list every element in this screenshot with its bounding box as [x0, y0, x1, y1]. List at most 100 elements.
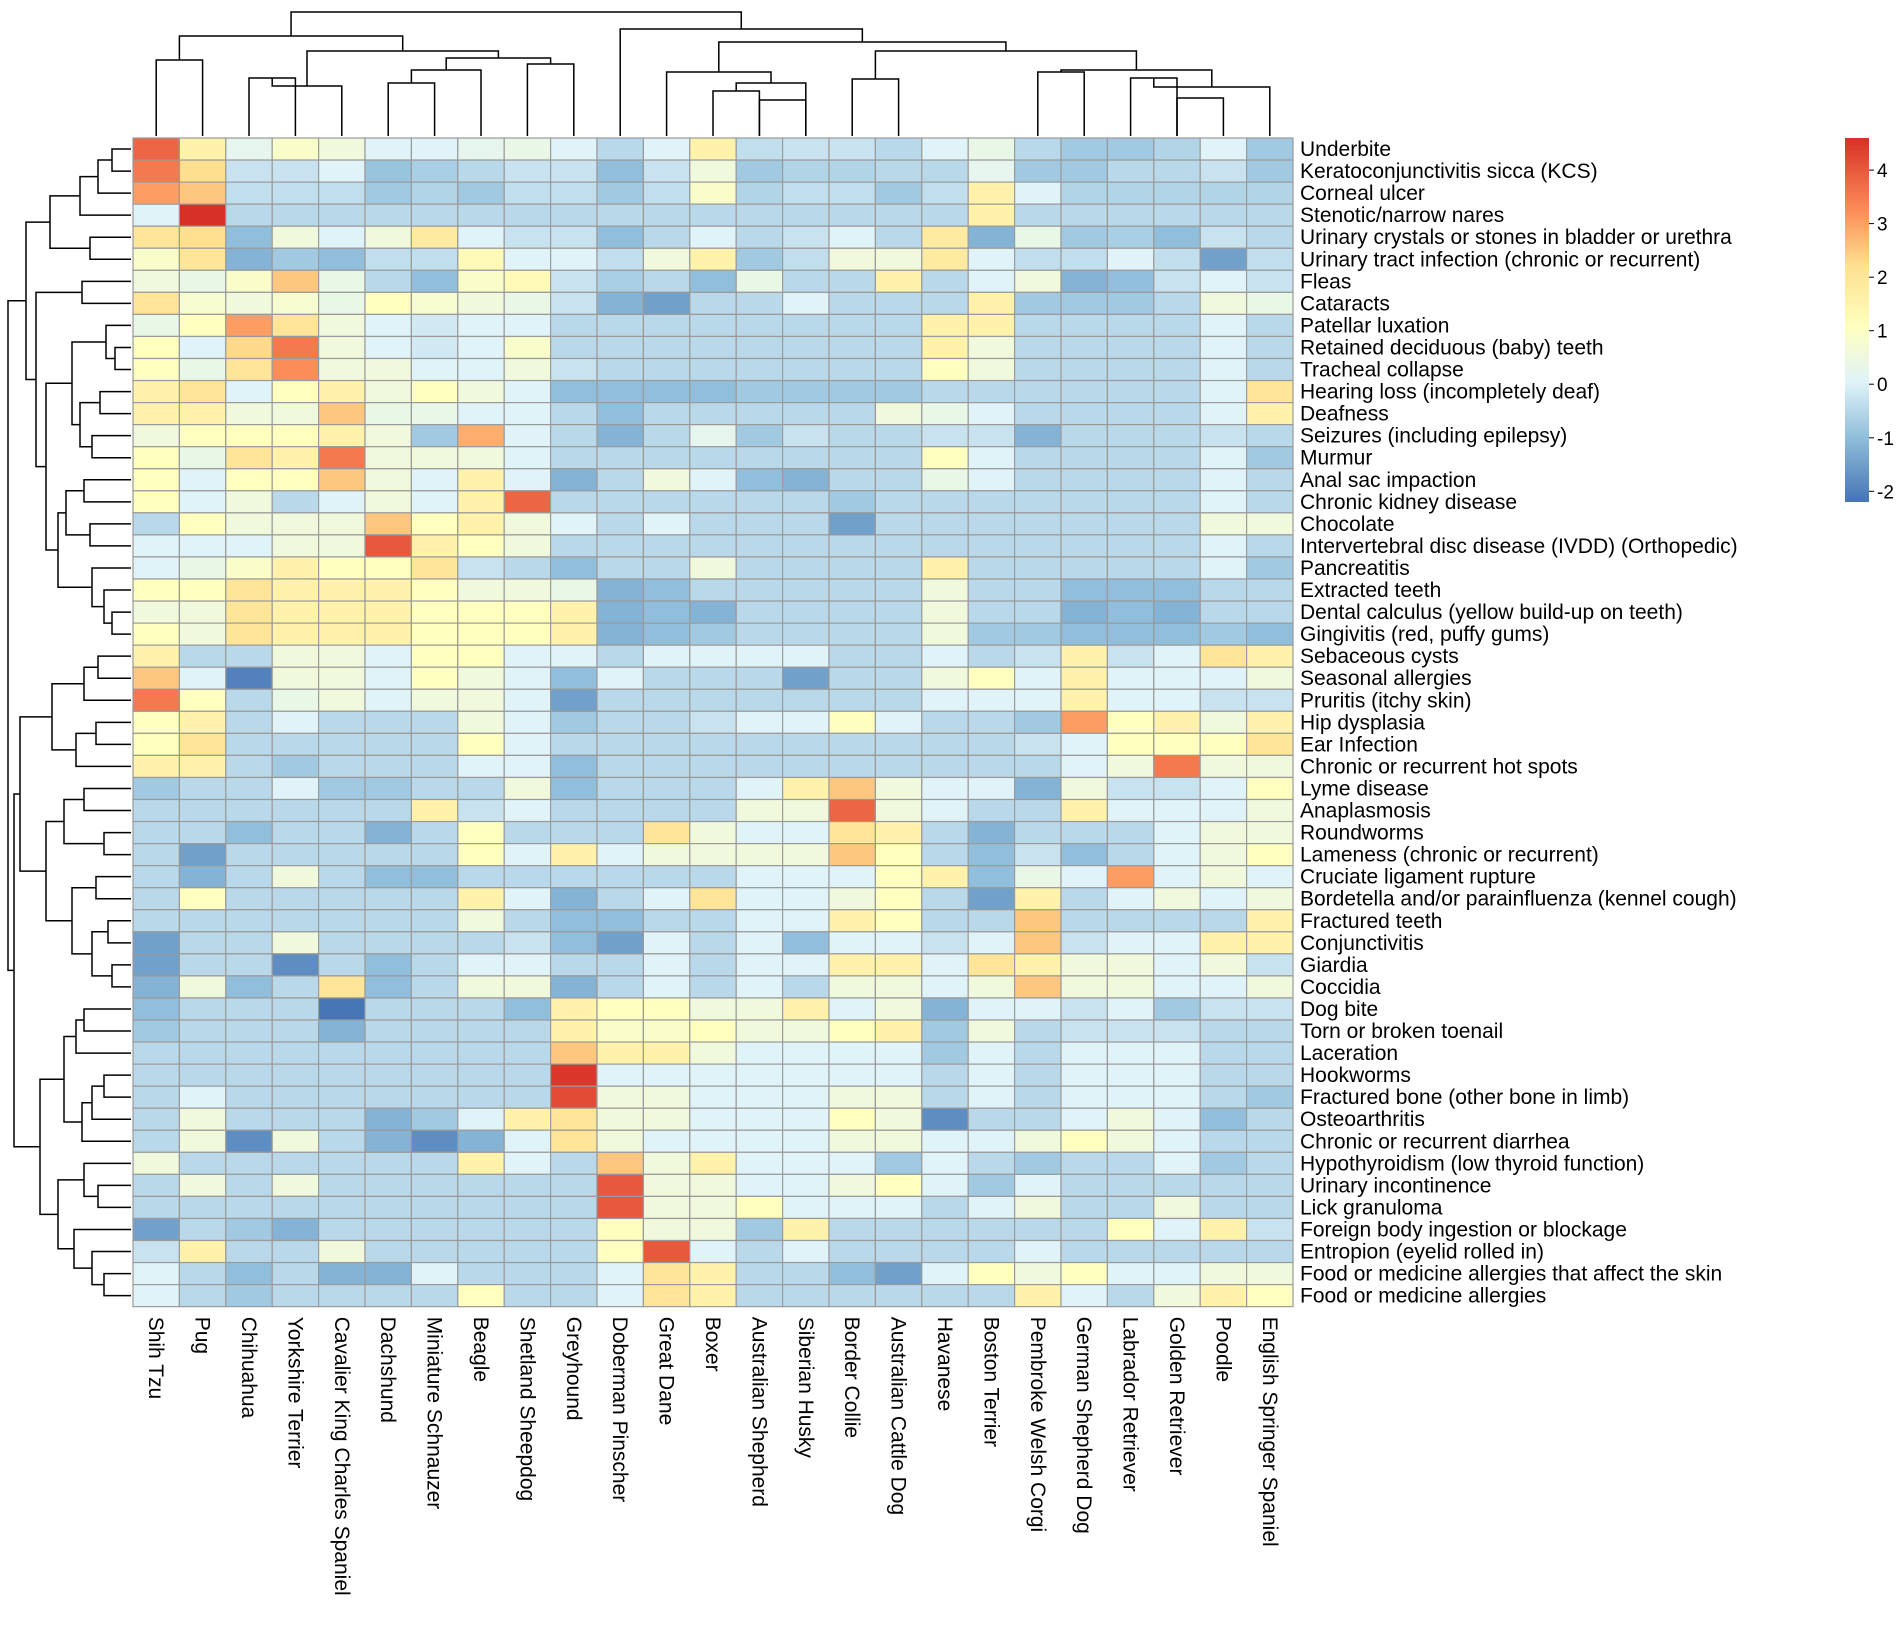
heatmap-cell: [318, 798, 366, 823]
heatmap-cell: [225, 931, 273, 955]
row-label: Urinary incontinence: [1300, 1174, 1491, 1197]
heatmap-cell: [132, 732, 181, 756]
heatmap-cell: [828, 1107, 877, 1131]
heatmap-cell: [549, 335, 598, 360]
heatmap-cell: [642, 865, 691, 889]
heatmap-cell: [271, 842, 320, 867]
heatmap-cell: [1060, 379, 1109, 404]
heatmap-cell: [1153, 335, 1201, 360]
heatmap-cell: [596, 534, 645, 558]
heatmap-cell: [1245, 798, 1294, 823]
row-label: Intervertebral disc disease (IVDD) (Orth…: [1300, 535, 1738, 558]
heatmap-cell: [225, 1085, 273, 1109]
heatmap-cell: [642, 887, 691, 911]
heatmap-cell: [1245, 468, 1294, 492]
heatmap-cell: [735, 754, 784, 779]
heatmap-cell: [225, 225, 273, 249]
heatmap-cell: [503, 1063, 552, 1087]
heatmap-cell: [596, 1261, 645, 1286]
heatmap-cell: [921, 446, 969, 470]
heatmap-cell: [457, 1019, 505, 1043]
heatmap-cell: [1013, 820, 1062, 845]
heatmap-cell: [364, 269, 413, 293]
heatmap-cell: [410, 1217, 459, 1242]
dendrogram-branch: [155, 59, 204, 136]
dendrogram-branch: [103, 589, 131, 624]
heatmap-cell: [549, 732, 598, 756]
heatmap-cell: [132, 225, 181, 249]
heatmap-cell: [874, 203, 923, 227]
heatmap-cell: [225, 1173, 273, 1197]
heatmap-cell: [364, 159, 413, 183]
heatmap-cell: [967, 666, 1016, 690]
heatmap-cell: [689, 247, 737, 271]
heatmap-cell: [318, 1283, 366, 1308]
heatmap-cell: [410, 776, 459, 801]
heatmap-cell: [1106, 975, 1155, 999]
heatmap-cell: [178, 512, 227, 536]
heatmap-cell: [921, 622, 969, 646]
heatmap-cell: [828, 997, 877, 1021]
heatmap-cell: [1153, 203, 1201, 227]
heatmap-cell: [364, 776, 413, 801]
heatmap-cell: [1013, 1283, 1062, 1308]
column-labels: Shih Tzu Pug Chihuahua Yorkshire Terrier Cav…: [144, 1317, 1281, 1596]
heatmap-cell: [1060, 622, 1109, 646]
heatmap-cell: [735, 1019, 784, 1043]
heatmap-cell: [549, 137, 598, 161]
heatmap-cell: [967, 931, 1016, 955]
heatmap-cell: [1013, 600, 1062, 624]
heatmap-cell: [689, 865, 737, 889]
heatmap-cell: [1013, 953, 1062, 977]
dendrogram-branch: [39, 1078, 64, 1216]
heatmap-cell: [503, 313, 552, 338]
heatmap-cell: [457, 1129, 505, 1153]
heatmap-cell: [596, 1041, 645, 1065]
heatmap-cell: [689, 490, 737, 514]
dendrogram-branch: [13, 793, 40, 1148]
dendrogram-branch: [25, 221, 50, 381]
heatmap-cell: [874, 865, 923, 889]
heatmap-cell: [132, 1283, 181, 1308]
heatmap-cell: [1245, 159, 1294, 183]
heatmap-cell: [781, 137, 830, 161]
heatmap-cell: [225, 1041, 273, 1065]
heatmap-cell: [735, 556, 784, 580]
heatmap-cell: [457, 424, 505, 448]
heatmap-cell: [1153, 291, 1201, 316]
heatmap-cell: [410, 424, 459, 448]
heatmap-cell: [271, 798, 320, 823]
heatmap-cell: [1060, 1151, 1109, 1175]
heatmap-cell: [642, 1239, 691, 1264]
heatmap-cell: [967, 424, 1016, 448]
heatmap-cell: [225, 997, 273, 1021]
heatmap-cell: [735, 402, 784, 426]
heatmap-cell: [503, 556, 552, 580]
heatmap-cell: [596, 379, 645, 404]
heatmap-cell: [364, 1107, 413, 1131]
heatmap-cell: [318, 1261, 366, 1286]
heatmap-cell: [132, 975, 181, 999]
heatmap-cell: [828, 975, 877, 999]
heatmap-cell: [967, 468, 1016, 492]
heatmap-cell: [828, 710, 877, 734]
heatmap-cell: [318, 247, 366, 271]
heatmap-cell: [1060, 1041, 1109, 1065]
heatmap-cell: [364, 1283, 413, 1308]
heatmap-cell: [781, 468, 830, 492]
heatmap-cell: [781, 1195, 830, 1220]
heatmap-cell: [503, 1261, 552, 1286]
heatmap-cell: [689, 1063, 737, 1087]
heatmap-cell: [967, 1019, 1016, 1043]
heatmap-cell: [874, 1041, 923, 1065]
heatmap-cell: [1199, 1217, 1248, 1242]
heatmap-cell: [410, 754, 459, 779]
heatmap-cell: [642, 622, 691, 646]
heatmap-cell: [689, 820, 737, 845]
heatmap-cell: [642, 931, 691, 955]
heatmap-cell: [178, 865, 227, 889]
heatmap-cell: [921, 688, 969, 712]
heatmap-cell: [503, 776, 552, 801]
heatmap-cell: [503, 754, 552, 779]
dendrogram-branch: [91, 931, 112, 977]
